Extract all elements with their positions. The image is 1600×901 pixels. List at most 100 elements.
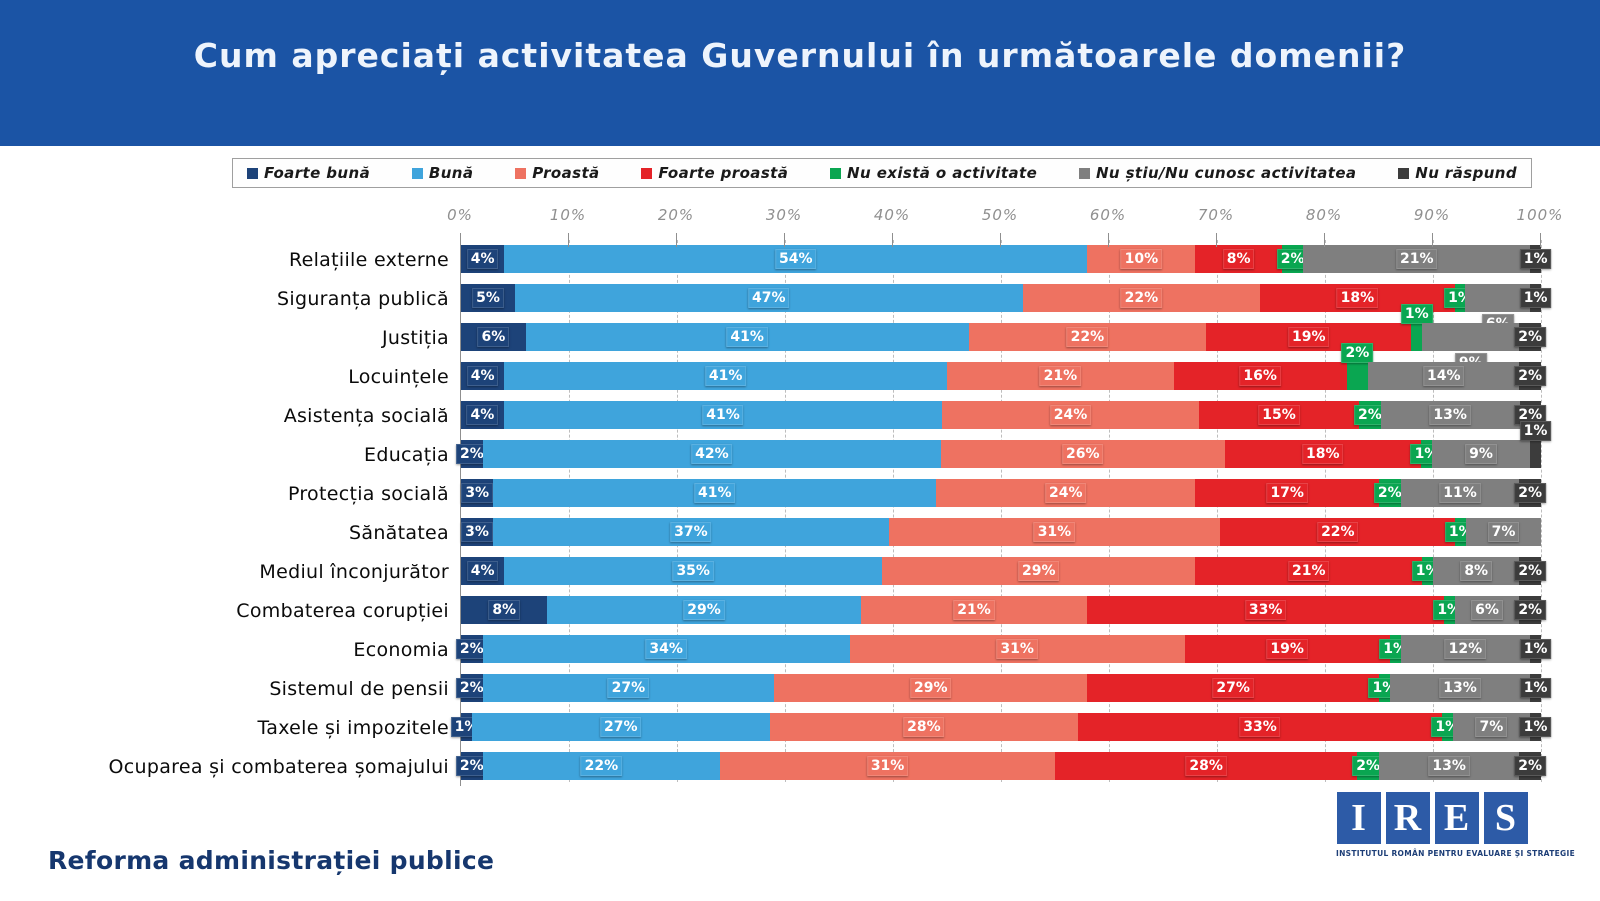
bar-segment: 1%: [450, 713, 483, 741]
value-chip: 2%: [1514, 327, 1547, 347]
bar-segment: 4%: [461, 362, 505, 390]
bar-segment: 21%: [947, 362, 1174, 390]
axis-tick-label: 20%: [657, 206, 695, 224]
value-chip: 1%: [1519, 678, 1552, 698]
value-chip: 12%: [1444, 639, 1487, 659]
bar-segment: 1%: [1433, 596, 1466, 624]
bar-segment: 11%: [1400, 479, 1520, 507]
value-chip: 37%: [670, 522, 712, 542]
value-chip: 31%: [1033, 522, 1076, 542]
value-chip: 41%: [694, 483, 736, 503]
bar-segment: 4%: [461, 245, 505, 273]
bar-segment: 24%: [942, 401, 1199, 429]
value-chip: 29%: [910, 678, 952, 698]
bar-segment: 7%: [1452, 713, 1530, 741]
category-label: Asistența socială: [283, 404, 449, 427]
legend-item: Nu știu/Nu cunosc activitatea: [1078, 164, 1357, 182]
bar-segment: 12%: [1400, 635, 1531, 663]
axis-tick-label: 60%: [1089, 206, 1127, 224]
bar-segment: 3%: [461, 479, 494, 507]
bar-track: 2% 22% 31% 28% 2% 13% 2%: [455, 752, 1547, 780]
ires-logo-letter: E: [1434, 792, 1479, 844]
axis-tick-label: 10%: [549, 206, 587, 224]
bar-segment: 2%: [455, 674, 488, 702]
bar-segment: 24%: [936, 479, 1196, 507]
bar-segment: 41%: [525, 323, 969, 351]
gridline: [785, 240, 786, 782]
bar-segment: 1%: [1368, 674, 1401, 702]
value-chip: 31%: [996, 639, 1038, 659]
axis-tick-label: 30%: [765, 206, 803, 224]
value-chip: 1%: [1519, 717, 1552, 737]
value-chip: 1%: [1519, 288, 1552, 308]
bar-segment: 7%: [1466, 518, 1541, 546]
chart-legend: Foarte bună Bună Proastă Foarte proastă Nu e…: [232, 158, 1532, 188]
value-chip: 10%: [1120, 249, 1163, 269]
ires-logo-letter: S: [1483, 792, 1528, 844]
category-label: Locuințele: [348, 365, 449, 388]
legend-swatch-icon: [830, 167, 842, 179]
category-label: Mediul înconjurător: [259, 560, 449, 583]
value-chip: 31%: [866, 756, 909, 776]
bar-track: 1% 27% 28% 33% 1% 7% 1%: [450, 713, 1552, 741]
axis-tick-label: 90%: [1413, 206, 1451, 224]
bar-segment: 35%: [504, 557, 883, 585]
bar-segment: 21%: [1195, 557, 1423, 585]
axis-tick-mark: [1324, 233, 1325, 247]
value-chip: 14%: [1423, 366, 1465, 386]
value-chip: 1%: [1400, 304, 1433, 324]
legend-swatch-icon: [247, 167, 258, 179]
bar-segment: 8%: [1433, 557, 1520, 585]
value-chip: 2%: [1514, 561, 1547, 581]
bar-segment: 27%: [472, 713, 770, 741]
value-chip: 19%: [1266, 639, 1308, 659]
bar-track: 4% 41% 21% 16% 2% 14% 2%: [461, 343, 1547, 390]
bar-segment: 26%: [941, 440, 1225, 468]
value-chip: 6%: [1471, 600, 1503, 620]
value-chip: 7%: [1475, 717, 1508, 737]
value-chip: 2%: [1352, 756, 1385, 776]
value-chip: 24%: [1045, 483, 1087, 503]
bar-segment: 1%: [1444, 518, 1477, 546]
gridline: [677, 240, 678, 782]
value-chip: 27%: [600, 717, 642, 737]
bar-row: Sănătatea 3% 37% 31% 22% 1% 7%: [349, 513, 1541, 552]
bar-segment: 2%: [1514, 479, 1547, 507]
value-chip: 2%: [1276, 249, 1309, 269]
bar-segment: 18%: [1224, 440, 1421, 468]
legend-label: Foarte proastă: [658, 164, 789, 182]
bar-segment: 22%: [482, 752, 721, 780]
bar-segment: 15%: [1198, 401, 1360, 429]
value-chip: 47%: [748, 288, 790, 308]
legend-label: Nu există o activitate: [847, 164, 1038, 182]
bar-segment: 4%: [461, 557, 505, 585]
bar-segment: 21%: [860, 596, 1088, 624]
value-chip: 3%: [461, 483, 494, 503]
legend-label: Nu răspund: [1415, 164, 1517, 182]
axis-tick-mark: [1540, 233, 1541, 247]
bar-segment: 33%: [1087, 596, 1444, 624]
axis-tick-label: 70%: [1197, 206, 1235, 224]
axis-tick-mark: [892, 233, 893, 247]
value-chip: 8%: [1460, 561, 1493, 581]
bar-segment: 1%: [1519, 713, 1552, 741]
bar-segment: 13%: [1389, 674, 1531, 702]
value-chip: 21%: [1288, 561, 1330, 581]
value-chip: 2%: [455, 678, 488, 698]
bar-segment: 1%: [1519, 245, 1552, 273]
value-chip: 13%: [1429, 405, 1471, 425]
bar-segment: 2%: [1354, 401, 1386, 429]
category-label: Taxele și impozitele: [257, 716, 449, 739]
bar-segment: 9%: [1431, 440, 1531, 468]
bar-segment: 22%: [968, 323, 1207, 351]
bar-segment: 2%: [1373, 479, 1406, 507]
value-chip: 21%: [1396, 249, 1438, 269]
bar-segment: 8%: [461, 596, 548, 624]
value-chip: 2%: [456, 444, 488, 464]
bar-segment: 1%: [1519, 421, 1552, 468]
legend-swatch-icon: [1398, 167, 1410, 179]
value-chip: 18%: [1336, 288, 1379, 308]
